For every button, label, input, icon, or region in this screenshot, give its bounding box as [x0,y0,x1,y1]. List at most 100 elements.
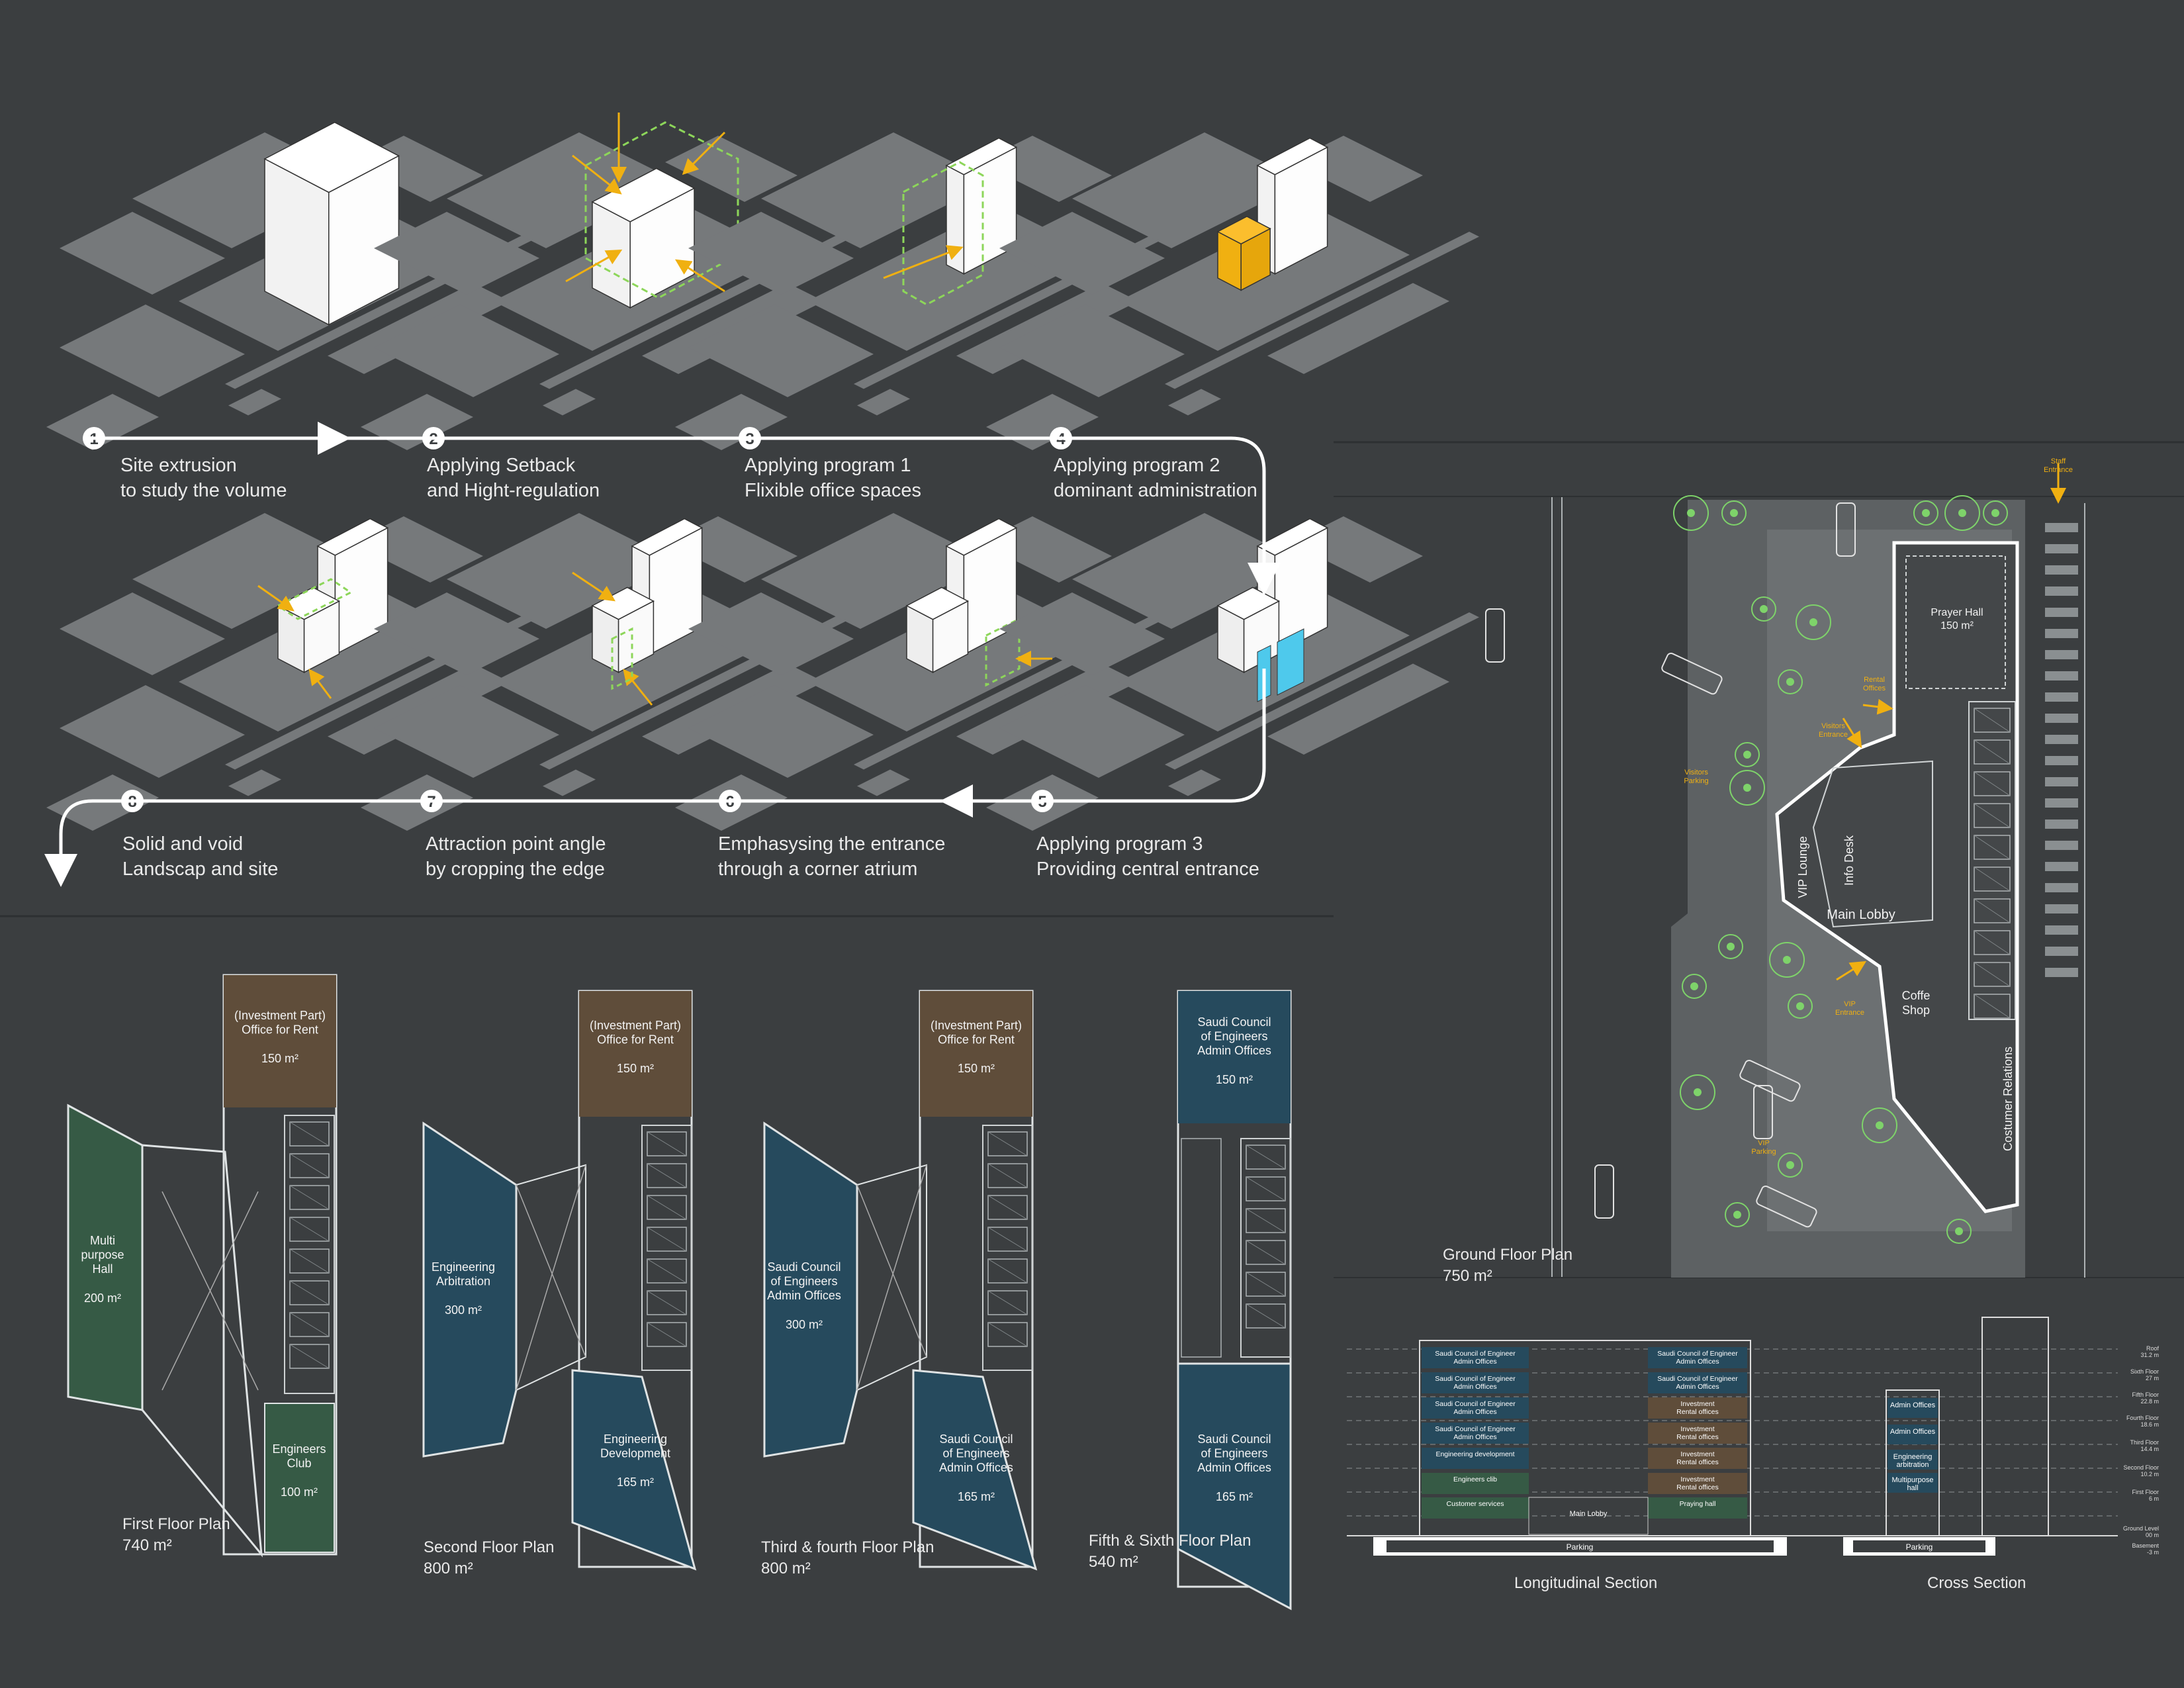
label-line: VIP Lounge [1796,836,1809,898]
label-line: VIP [1758,1139,1770,1147]
label-line: First Floor [2132,1489,2160,1495]
core-cell [1974,898,2011,923]
label-line: Costumer Relations [2001,1047,2015,1151]
core-outline [284,1115,335,1394]
atrium-outline [1181,1138,1222,1358]
room-area: 150 m² [617,1062,654,1075]
site-parcel [374,685,559,778]
car-icon [1756,1185,1817,1228]
crosswalk-stripe [2045,820,2078,829]
crosswalk-stripe [2045,735,2078,744]
label-line: Third Floor [2130,1439,2159,1446]
label-line: 300 m² [786,1318,823,1331]
coffe-shop-label: Coffe Shop [1902,989,1931,1017]
step-label-line: Flixible office spaces [745,480,922,501]
label-line: 165 m² [1216,1490,1253,1503]
core-cell [647,1258,687,1284]
tree-icon [1955,1227,1963,1235]
section-room [1648,1497,1747,1519]
core-hatch [987,1258,1028,1284]
core-hatch [1974,739,2011,765]
core-cell [1246,1240,1286,1265]
room-name: (Investment Part) Office for Rent [590,1019,681,1047]
volume-face [591,167,696,222]
label-line: Main Lobby [1570,1510,1608,1518]
section-room [1888,1450,1938,1470]
label-line: Admin Offices [1453,1433,1496,1441]
tree-icon [1809,618,1817,626]
core-cell [1974,994,2011,1019]
tree-icon [1922,509,1930,517]
core-hatch [647,1227,687,1252]
site-parcel [60,305,245,397]
tree-icon [1862,1107,1897,1143]
plan-area: 800 m² [424,1560,473,1577]
atrium-outline [141,1144,263,1558]
tree-icon [1786,1161,1794,1169]
label-line: Engineering [432,1260,495,1274]
label-line: Parking [1906,1542,1933,1552]
label-line: Entrance [2044,466,2073,474]
plan-title: Second Floor Plan [424,1538,554,1556]
crosswalk-stripe [2045,756,2078,765]
label-line: Prayer Hall [1931,607,1983,618]
site-parcel [60,212,225,295]
core-cell [987,1195,1028,1220]
room-investment [579,991,692,1117]
volume-face [1256,137,1329,175]
section-room [1648,1448,1747,1469]
main-lobby [1812,760,1933,928]
core-hatch [1246,1145,1286,1170]
core-hatch [647,1322,687,1347]
label-line: 00 m [2146,1532,2159,1538]
core-hatch [987,1131,1028,1156]
label-line: (Investment Part) [931,1019,1022,1032]
site-parcel [361,394,473,450]
floor-plan-1: (Investment Part) Office for Rent 150 m² Mu… [67,974,338,1558]
label-line: Rental offices [1676,1458,1718,1466]
tree-icon [1733,1211,1741,1219]
label-line: purpose [81,1248,124,1262]
core-cell [647,1163,687,1188]
section-room [1888,1425,1938,1444]
core-cell [289,1153,330,1178]
massing-step-7 [675,513,1168,831]
step-label-line: Applying Setback [427,455,576,476]
section-room [1422,1497,1529,1519]
label-line: Sixth Floor [2130,1368,2159,1375]
core-cell [987,1227,1028,1252]
label-line: Basement [2132,1542,2159,1549]
core-hatch [1246,1176,1286,1201]
core-hatch [647,1290,687,1315]
room-west-office [422,1121,518,1458]
step-label-1: Site extrusion to study the volume [120,453,287,503]
atrium-line [161,1191,259,1391]
program-outline [902,161,984,306]
core-cell [1974,867,2011,892]
site-parcel [999,212,1165,295]
site-parcel [374,592,539,675]
label-line: (Investment Part) [234,1009,326,1022]
label-line: 150 m² [958,1062,995,1075]
room-area: 300 m² [445,1303,482,1317]
tree-icon [1786,678,1794,686]
tree-icon [1944,495,1980,531]
step-label-line: Providing central entrance [1036,859,1259,880]
site-parcel [1165,232,1479,389]
label-line: Admin Offices [1676,1358,1719,1366]
label-line: 300 m² [445,1303,482,1317]
core-hatch [289,1248,330,1274]
section-room-label: Engineering arbitration [1893,1453,1933,1469]
core-cell [289,1312,330,1337]
section-room [1648,1473,1747,1494]
label-line: 740 m² [122,1536,172,1554]
volume-face [591,586,655,620]
section-room-label: Saudi Council of Engineer Admin Offices [1435,1425,1516,1441]
core-cell [987,1131,1028,1156]
section-room-label: Investment Rental offices [1676,1476,1718,1491]
core-cell [289,1280,330,1305]
ground-plan-title: Ground Floor Plan 750 m² [1443,1246,1573,1285]
label-line: Visitors [1684,769,1708,776]
level-label: Fifth Floor 22.8 m [2132,1391,2159,1405]
